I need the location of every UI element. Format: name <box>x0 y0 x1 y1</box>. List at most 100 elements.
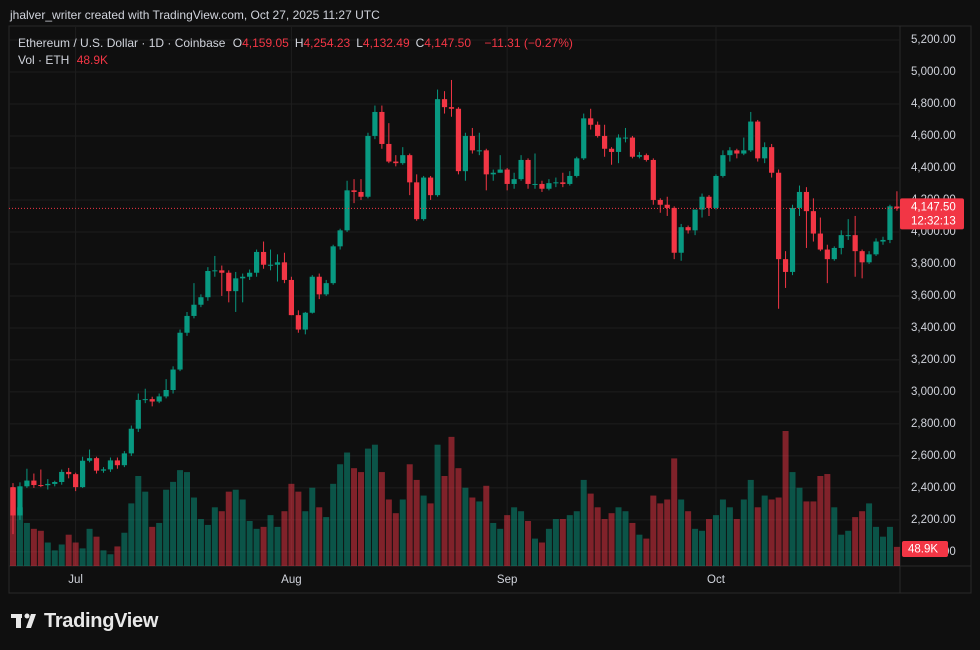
candle-body <box>365 135 371 197</box>
volume-bar <box>302 511 309 566</box>
volume-bar <box>72 542 79 566</box>
volume-bar <box>190 497 197 566</box>
candle-body <box>323 283 329 295</box>
volume-bar <box>170 481 177 566</box>
candle-body <box>240 276 246 279</box>
candle-body <box>678 227 684 253</box>
x-tick-label: Oct <box>707 574 726 586</box>
candle-body <box>692 209 698 231</box>
candle-body <box>31 480 37 486</box>
candle-body <box>859 251 865 263</box>
candle-body <box>713 175 719 208</box>
candle-body <box>163 390 169 397</box>
ohlc-item: L4,132.49 <box>356 36 409 50</box>
candle-body <box>629 137 636 157</box>
x-tick-label: Aug <box>281 574 301 586</box>
volume-bar <box>156 522 163 566</box>
candle-body <box>212 270 218 272</box>
candle-body <box>205 270 211 298</box>
candle-body <box>511 179 517 184</box>
volume-bar <box>128 503 135 566</box>
x-tick-label: Sep <box>497 574 517 586</box>
volume-bar <box>719 499 726 566</box>
volume-bar <box>86 528 93 566</box>
y-tick-label: 5,000.00 <box>911 66 956 78</box>
ohlc-key: L <box>356 36 363 50</box>
volume-bar <box>427 503 434 566</box>
volume-bar <box>866 503 873 566</box>
volume-bar <box>845 530 852 566</box>
candle-body <box>581 118 587 159</box>
volume-bar <box>761 495 768 566</box>
candle-body <box>727 150 733 156</box>
candle-body <box>560 182 566 184</box>
volume-bar <box>629 522 636 566</box>
volume-bar <box>218 511 225 566</box>
volume-bar <box>504 515 511 566</box>
volume-bar <box>434 444 441 566</box>
candle-body <box>38 485 44 487</box>
candle-body <box>219 270 225 273</box>
candle-body <box>880 239 886 242</box>
y-tick-label: 2,200.00 <box>911 514 956 526</box>
candle-body <box>24 480 30 487</box>
volume-bar <box>782 431 789 566</box>
candle-body <box>532 183 538 185</box>
candle-body <box>525 159 531 184</box>
volume-bar <box>316 507 323 566</box>
volume-bar <box>281 511 288 566</box>
volume-bar <box>246 521 253 566</box>
candle-body <box>504 169 510 184</box>
volume-bar <box>323 517 330 566</box>
candle-body <box>782 259 789 272</box>
candle-body <box>135 399 141 429</box>
volume-bar <box>378 472 385 566</box>
volume-bar <box>330 483 337 566</box>
volume-bar <box>351 468 358 566</box>
volume-bar <box>706 519 712 566</box>
candle-body <box>400 155 406 164</box>
volume-bar <box>580 479 587 566</box>
volume-bar <box>149 526 156 566</box>
candle-body <box>845 235 851 237</box>
volume-bar <box>469 497 476 566</box>
candle-body <box>448 107 455 109</box>
volume-bar <box>810 501 817 566</box>
symbol[interactable]: Ethereum / U.S. Dollar · 1D · Coinbase <box>18 36 226 50</box>
candle-body <box>247 272 253 277</box>
volume-bar <box>859 511 866 566</box>
candle-body <box>894 206 900 209</box>
volume-bar <box>497 528 504 566</box>
volume-bar <box>852 517 859 566</box>
volume-bar <box>392 513 399 566</box>
volume-bar <box>364 448 371 566</box>
candle-body <box>769 147 775 173</box>
candle-body <box>149 399 155 402</box>
candle-body <box>156 396 162 402</box>
volume-bar <box>225 491 232 566</box>
volume-bar <box>643 538 650 566</box>
volume-bar <box>448 436 455 566</box>
volume-bar <box>664 499 671 566</box>
y-tick-label: 3,400.00 <box>911 322 956 334</box>
volume-bar <box>51 550 58 566</box>
candle-body <box>274 262 281 265</box>
candle-body <box>73 474 79 488</box>
volume-bar <box>79 548 86 566</box>
volume-bar <box>358 472 364 566</box>
candle-body <box>553 182 559 184</box>
volume-bar <box>552 519 559 566</box>
volume-tag-label: 48.9K <box>908 544 938 556</box>
y-tick-label: 5,200.00 <box>911 34 956 46</box>
ohlc-item: O4,159.05 <box>233 36 289 50</box>
candle-body <box>636 155 642 157</box>
candle-body <box>441 99 448 108</box>
candle-body <box>720 155 726 176</box>
volume-bar <box>455 468 462 566</box>
volume-bar <box>824 474 831 566</box>
volume-bar <box>622 511 629 566</box>
volume-bar <box>685 511 692 566</box>
logo-icon <box>11 613 36 628</box>
ohlc-value: 4,147.50 <box>424 36 472 50</box>
logo-text[interactable]: TradingView <box>44 610 159 632</box>
